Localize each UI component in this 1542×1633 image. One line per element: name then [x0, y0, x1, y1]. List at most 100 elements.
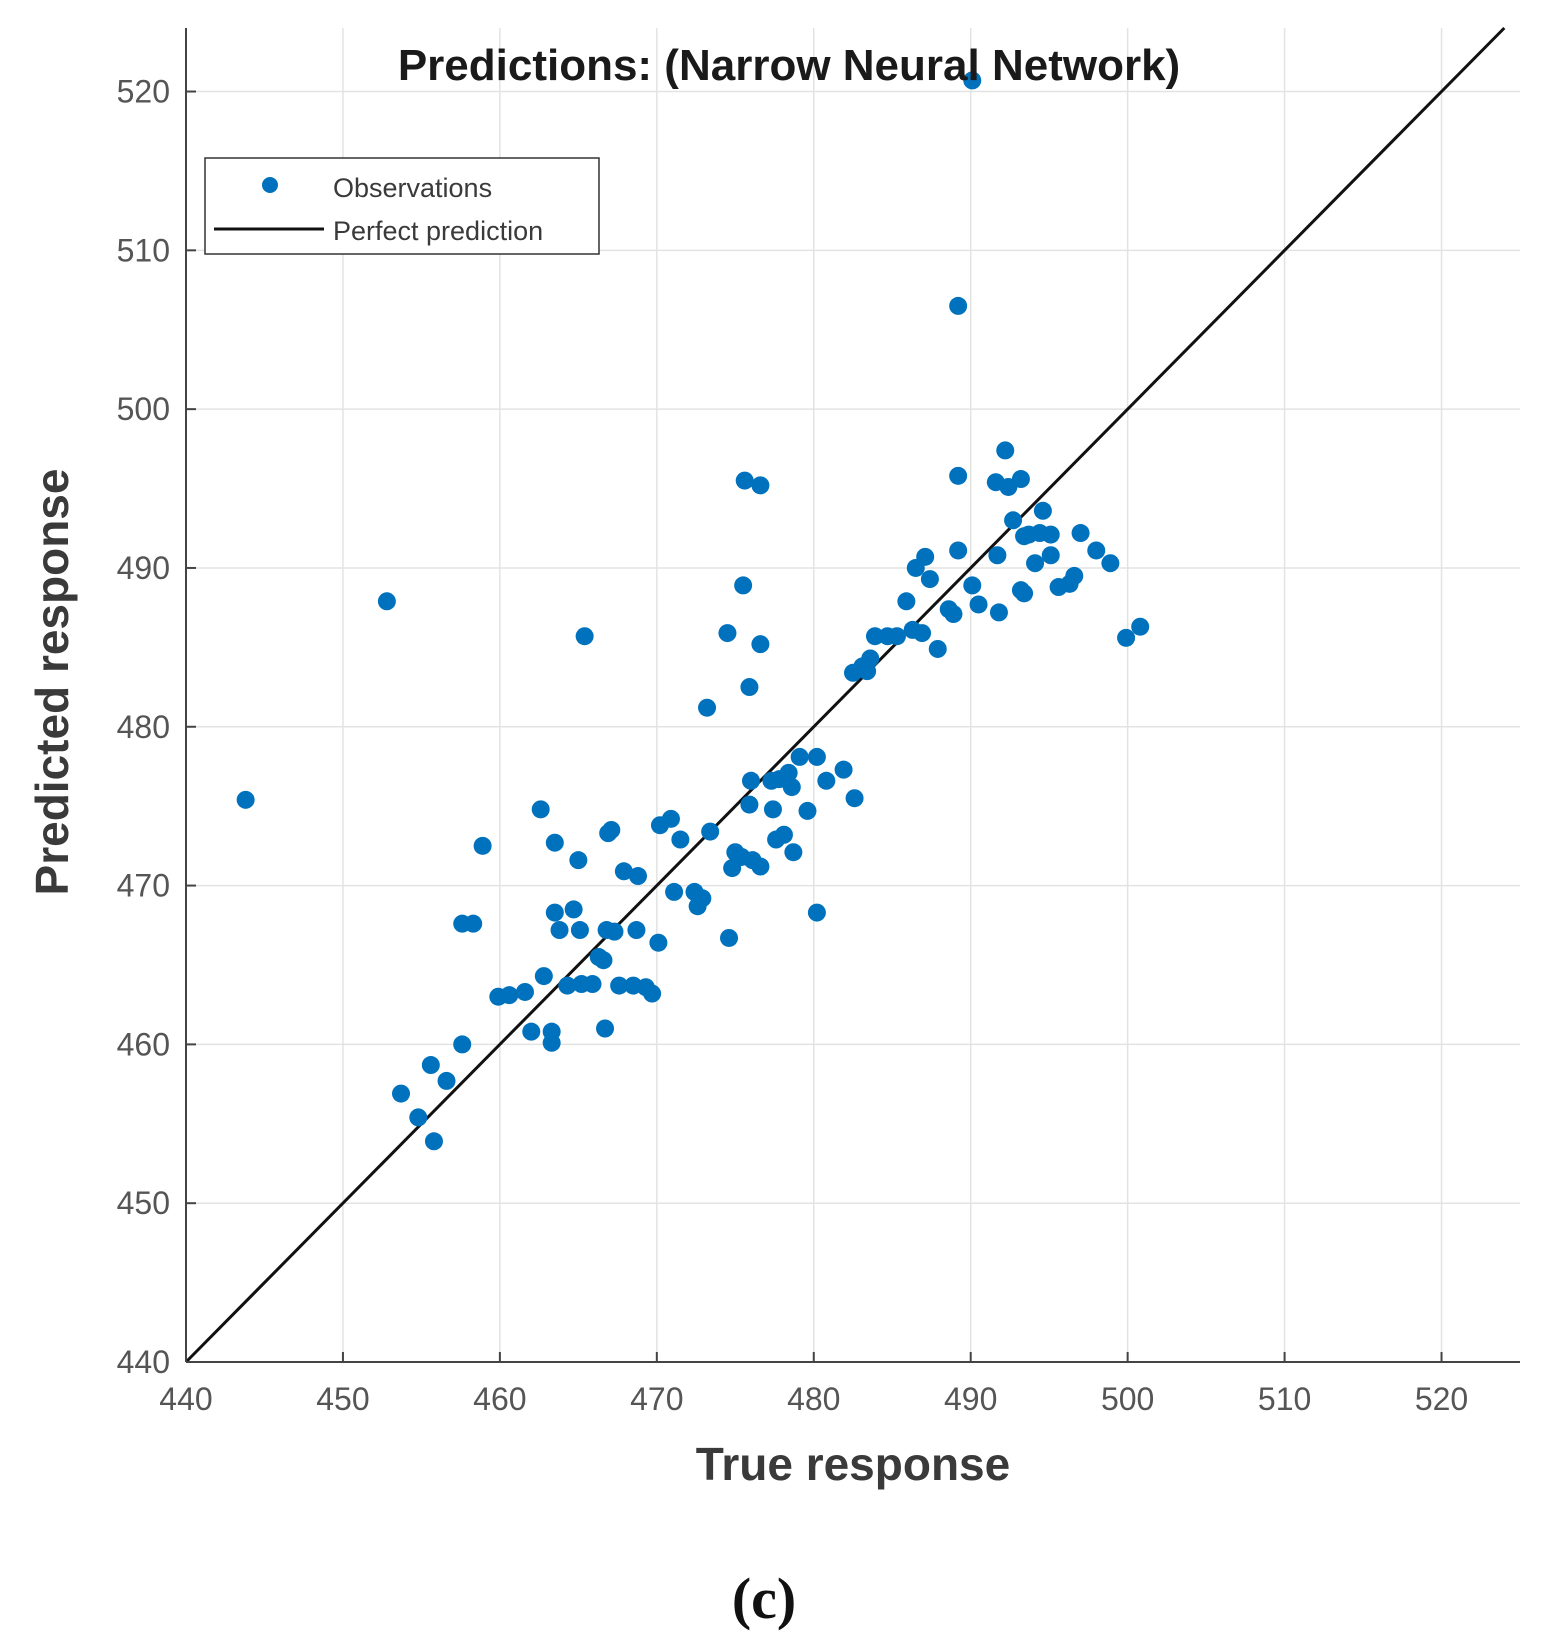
perfect-prediction-series	[184, 26, 1506, 1364]
observation-point	[570, 921, 589, 940]
observation-point	[817, 771, 836, 790]
observation-point	[602, 820, 621, 839]
observation-point	[740, 795, 759, 814]
grid	[185, 28, 1520, 1363]
y-tick-label: 470	[117, 868, 170, 904]
observation-point	[774, 825, 793, 844]
observation-point	[763, 800, 782, 819]
observation-point	[473, 836, 492, 855]
y-tick-label: 490	[117, 550, 170, 586]
perfect-prediction-line	[184, 26, 1506, 1364]
x-tick-label: 510	[1258, 1381, 1311, 1417]
observation-point	[569, 851, 588, 870]
observation-point	[236, 790, 255, 809]
observation-point	[1015, 584, 1034, 603]
observation-point	[661, 809, 680, 828]
observation-point	[741, 771, 760, 790]
observation-point	[464, 914, 483, 933]
observation-point	[605, 922, 624, 941]
observation-point	[751, 476, 770, 495]
observation-point	[1117, 628, 1136, 647]
observation-point	[1026, 554, 1045, 573]
x-tick-label: 460	[473, 1381, 526, 1417]
y-tick-label: 480	[117, 709, 170, 745]
observation-point	[594, 951, 613, 970]
observation-point	[779, 763, 798, 782]
observation-point	[564, 900, 583, 919]
y-axis-label: Predicted response	[26, 469, 78, 896]
observation-point	[790, 747, 809, 766]
legend-observations-label: Observations	[333, 173, 492, 203]
y-tick-label: 460	[117, 1026, 170, 1062]
observation-point	[807, 903, 826, 922]
observation-point	[701, 822, 720, 841]
y-tick-label: 510	[117, 232, 170, 268]
observation-point	[522, 1022, 541, 1041]
observation-point	[542, 1033, 561, 1052]
x-tick-label: 490	[944, 1381, 997, 1417]
observation-point	[421, 1056, 440, 1075]
observation-point	[693, 889, 712, 908]
x-tick-label: 440	[159, 1381, 212, 1417]
observation-point	[782, 778, 801, 797]
observation-point	[720, 928, 739, 947]
x-tick-label: 480	[787, 1381, 840, 1417]
observation-point	[534, 967, 553, 986]
observation-point	[643, 984, 662, 1003]
observation-point	[798, 801, 817, 820]
observation-point	[550, 921, 569, 940]
observation-point	[928, 639, 947, 658]
observation-point	[916, 547, 935, 566]
observations-series	[236, 71, 1150, 1151]
observation-point	[740, 678, 759, 697]
panel-label: (c)	[732, 1566, 796, 1631]
observation-point	[627, 921, 646, 940]
observation-point	[784, 843, 803, 862]
x-tick-label: 450	[316, 1381, 369, 1417]
observation-point	[649, 933, 668, 952]
tick-labels: 440 450 460 470 480 490 500 510 520 440 450 460 470 4…	[117, 74, 1469, 1417]
legend-observations-marker	[262, 177, 278, 193]
observation-point	[596, 1019, 615, 1038]
observation-point	[897, 592, 916, 611]
observation-point	[751, 635, 770, 654]
chart-title: Predictions: (Narrow Neural Network)	[398, 41, 1180, 90]
legend-perfect-label: Perfect prediction	[333, 216, 543, 246]
y-tick-label: 450	[117, 1185, 170, 1221]
observation-point	[665, 882, 684, 901]
observation-point	[865, 627, 884, 646]
observation-point	[437, 1071, 456, 1090]
x-tick-label: 500	[1101, 1381, 1154, 1417]
observation-point	[989, 603, 1008, 622]
observation-point	[751, 857, 770, 876]
observation-point	[1041, 546, 1060, 565]
observation-point	[1033, 501, 1052, 520]
observation-point	[807, 747, 826, 766]
observation-point	[861, 649, 880, 668]
observation-point	[1004, 511, 1023, 530]
observation-point	[500, 986, 519, 1005]
observation-point	[1011, 470, 1030, 489]
observation-point	[1041, 525, 1060, 544]
observation-point	[377, 592, 396, 611]
observation-point	[913, 624, 932, 643]
observation-point	[996, 441, 1015, 460]
observation-point	[1101, 554, 1120, 573]
observation-point	[1071, 524, 1090, 543]
observation-point	[834, 760, 853, 779]
observation-point	[969, 595, 988, 614]
observation-point	[963, 576, 982, 595]
observation-point	[671, 830, 690, 849]
observation-point	[614, 862, 633, 881]
observation-point	[944, 605, 963, 624]
observation-point	[453, 1035, 472, 1054]
observation-point	[1131, 617, 1150, 636]
x-tick-label: 470	[630, 1381, 683, 1417]
y-tick-label: 500	[117, 391, 170, 427]
observation-point	[734, 576, 753, 595]
observation-point	[963, 71, 982, 90]
observation-point	[1087, 541, 1106, 560]
observation-point	[949, 541, 968, 560]
observation-point	[949, 296, 968, 315]
observation-point	[698, 698, 717, 717]
